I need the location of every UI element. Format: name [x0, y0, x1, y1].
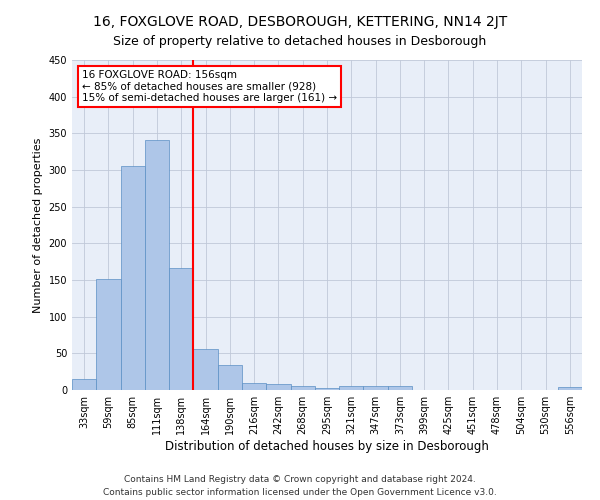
Text: 16, FOXGLOVE ROAD, DESBOROUGH, KETTERING, NN14 2JT: 16, FOXGLOVE ROAD, DESBOROUGH, KETTERING…	[93, 15, 507, 29]
Bar	[145, 140, 169, 390]
Bar	[169, 268, 193, 390]
Bar	[242, 382, 266, 390]
Bar	[290, 386, 315, 390]
X-axis label: Distribution of detached houses by size in Desborough: Distribution of detached houses by size …	[165, 440, 489, 453]
Bar	[388, 386, 412, 390]
Bar	[121, 166, 145, 390]
Text: Contains HM Land Registry data © Crown copyright and database right 2024.
Contai: Contains HM Land Registry data © Crown c…	[103, 476, 497, 497]
Text: 16 FOXGLOVE ROAD: 156sqm
← 85% of detached houses are smaller (928)
15% of semi-: 16 FOXGLOVE ROAD: 156sqm ← 85% of detach…	[82, 70, 337, 103]
Bar	[72, 379, 96, 390]
Text: Size of property relative to detached houses in Desborough: Size of property relative to detached ho…	[113, 35, 487, 48]
Bar	[558, 387, 582, 390]
Bar	[193, 349, 218, 390]
Bar	[315, 388, 339, 390]
Bar	[364, 386, 388, 390]
Bar	[339, 386, 364, 390]
Bar	[96, 278, 121, 390]
Bar	[266, 384, 290, 390]
Y-axis label: Number of detached properties: Number of detached properties	[33, 138, 43, 312]
Bar	[218, 365, 242, 390]
